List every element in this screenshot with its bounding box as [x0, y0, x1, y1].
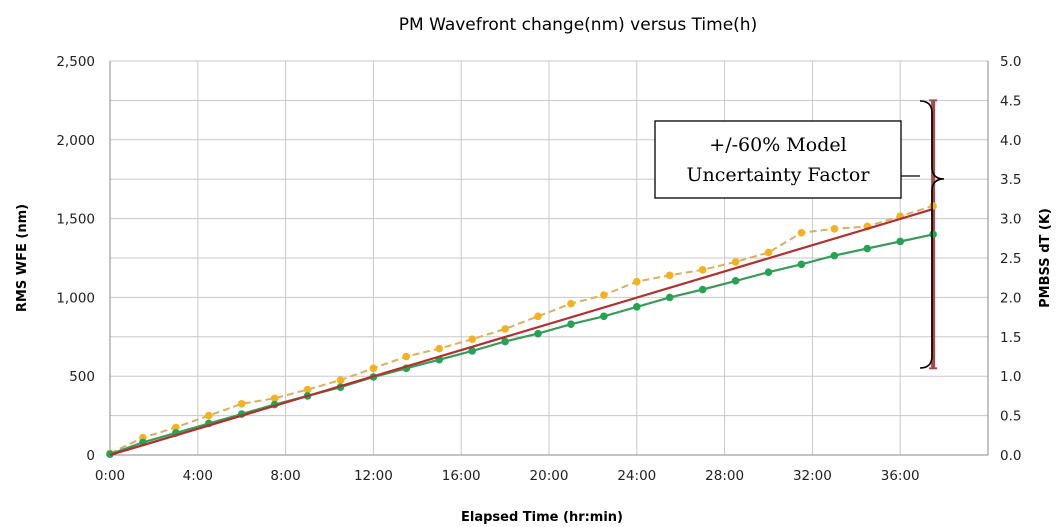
series-0-point: [699, 266, 707, 274]
annotation-line-1: +/-60% Model: [709, 134, 846, 156]
x-axis-title: Elapsed Time (hr:min): [461, 510, 623, 525]
series-0-point: [666, 272, 674, 280]
y2-tick-label: 0.5: [1000, 409, 1021, 425]
series-0-point: [501, 325, 509, 333]
series-2-line: [110, 209, 933, 455]
x-tick-label: 4:00: [183, 468, 213, 484]
series-1-point: [534, 330, 542, 338]
x-tick-label: 24:00: [617, 468, 656, 484]
series-0-point: [567, 300, 575, 308]
series-0-point: [403, 353, 411, 361]
annotation-line-2: Uncertainty Factor: [687, 164, 871, 186]
y-tick-label: 0: [86, 448, 95, 464]
y2-axis-title: PMBSS dT (K): [1038, 208, 1053, 308]
series-0-point: [633, 278, 641, 286]
series-0-point: [468, 335, 476, 343]
annotation-box: [655, 121, 901, 198]
series-1-point: [732, 277, 740, 285]
y2-tick-label: 2.0: [1000, 290, 1021, 306]
tick-labels: 0:00 4:00 8:00 12:00 16:00 20:00 24:00 28:00 32:…: [56, 54, 1021, 484]
x-tick-label: 20:00: [530, 468, 569, 484]
y2-tick-label: 3.5: [1000, 172, 1021, 188]
y2-tick-label: 4.0: [1000, 133, 1021, 149]
series-0-point: [205, 412, 213, 420]
x-tick-label: 16:00: [442, 468, 481, 484]
series-0-point: [765, 249, 773, 257]
y2-tick-label: 1.0: [1000, 369, 1021, 385]
series-0-point: [238, 400, 246, 408]
y2-tick-label: 2.5: [1000, 251, 1021, 267]
series-1-point: [699, 286, 707, 294]
series-1-point: [633, 303, 641, 311]
series-0-point: [798, 229, 806, 237]
y2-tick-label: 0.0: [1000, 448, 1021, 464]
x-tick-label: 36:00: [881, 468, 920, 484]
series-0-point: [600, 291, 608, 299]
y-tick-label: 500: [69, 369, 95, 385]
series-1-point: [863, 245, 871, 253]
series-1-point: [929, 231, 937, 239]
series-1-point: [666, 294, 674, 302]
series-0-point: [831, 225, 839, 233]
series-1-point: [567, 320, 575, 328]
y2-tick-label: 4.5: [1000, 93, 1021, 109]
series-1-point: [765, 268, 773, 276]
chart-title: PM Wavefront change(nm) versus Time(h): [399, 15, 757, 35]
y-tick-label: 2,500: [56, 54, 95, 70]
y2-tick-label: 1.5: [1000, 330, 1021, 346]
series-0-point: [534, 313, 542, 321]
y-tick-label: 1,500: [56, 212, 95, 228]
x-tick-label: 28:00: [705, 468, 744, 484]
grid: [110, 61, 988, 455]
y-tick-label: 2,000: [56, 133, 95, 149]
series-0-point: [435, 345, 443, 353]
annotation-brace: [920, 101, 944, 368]
series-1-point: [600, 313, 608, 321]
y2-tick-label: 3.0: [1000, 212, 1021, 228]
series-0-point: [732, 258, 740, 266]
x-tick-label: 12:00: [354, 468, 393, 484]
y-axis-title: RMS WFE (nm): [15, 204, 30, 312]
series-1-point: [798, 261, 806, 269]
x-tick-label: 32:00: [793, 468, 832, 484]
series-1-point: [831, 252, 839, 260]
x-tick-label: 0:00: [95, 468, 125, 484]
series-1-point: [896, 238, 904, 246]
x-tick-label: 8:00: [270, 468, 300, 484]
y-tick-label: 1,000: [56, 290, 95, 306]
series-1-line: [110, 234, 933, 454]
series-0-point: [337, 376, 345, 384]
series-0-point: [370, 365, 378, 373]
y2-tick-label: 5.0: [1000, 54, 1021, 70]
series-0-point: [929, 202, 937, 210]
